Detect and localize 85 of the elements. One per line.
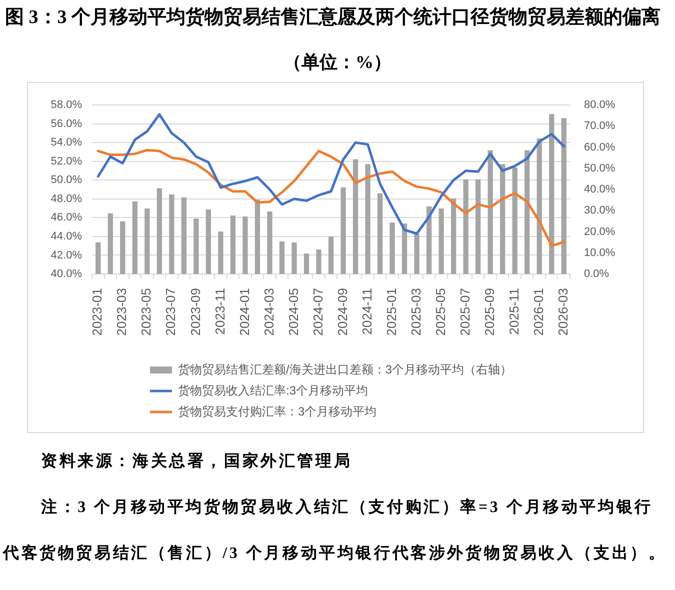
x-tick-label: 2024-09 [334, 288, 350, 336]
x-tick-label: 2024-01 [236, 288, 252, 336]
bar [328, 236, 334, 274]
bar [536, 138, 542, 274]
x-tick-label: 2024-05 [286, 288, 301, 336]
y-tick-label: 58.0% [50, 99, 82, 112]
x-tick-label: 2024-03 [261, 288, 276, 336]
bar [450, 198, 456, 274]
legend-label: 货物贸易结售汇差额/海关进出口差额：3个月移动平均（右轴） [178, 362, 512, 376]
y2-tick-label: 70.0% [584, 120, 616, 132]
legend-label: 货物贸易支付购汇率：3个月移动平均 [178, 404, 377, 418]
bar [340, 187, 346, 274]
bar [279, 241, 285, 274]
x-tick-label: 2025-09 [482, 288, 497, 336]
y-tick-label: 50.0% [50, 174, 82, 186]
bar [267, 211, 272, 274]
bar [352, 159, 358, 274]
x-tick-label: 2023-05 [138, 288, 154, 336]
y-tick-label: 46.0% [50, 212, 82, 224]
bar [365, 164, 370, 274]
x-tick-label: 2023-07 [163, 288, 178, 336]
y2-tick-label: 60.0% [584, 141, 616, 154]
text: 资料来源：海关总署，国家外汇管理局 [40, 451, 354, 472]
bar [206, 209, 212, 274]
y-tick-label: 44.0% [50, 230, 82, 242]
x-tick-label: 2024-11 [359, 288, 374, 335]
x-tick-label: 2024-07 [310, 288, 326, 336]
bar [316, 249, 322, 274]
y-tick-label: 40.0% [50, 268, 82, 280]
y-tick-label: 52.0% [50, 155, 82, 168]
bar [144, 208, 150, 274]
bar [230, 215, 236, 274]
x-tick-label: 2023-11 [212, 288, 228, 335]
x-tick-label: 2025-07 [457, 288, 472, 336]
bar [426, 206, 432, 274]
bar [476, 179, 481, 274]
bar [524, 150, 530, 274]
x-tick-label: 2023-09 [188, 288, 203, 336]
bar [292, 242, 297, 274]
y-tick-label: 56.0% [50, 118, 82, 130]
chart-title: 图 3：3 个月移动平均货物贸易结售汇意愿及两个统计口径货物贸易差额的偏离 [5, 6, 660, 30]
chart-subtitle: （单位：%） [282, 51, 392, 74]
y-tick-label: 48.0% [50, 192, 82, 205]
bar [120, 221, 126, 274]
bar [377, 193, 383, 274]
y2-tick-label: 20.0% [584, 226, 616, 238]
bar [414, 234, 420, 274]
y2-tick-label: 0.0% [584, 268, 610, 280]
text: 注：3 个月移动平均货物贸易收入结汇（支付购汇）率=3 个月移动平均银行代客货物贸易结汇（售汇）/3 个月移动平均银行代客涉外货物贸易收入（支出）。 [3, 499, 667, 562]
bar [402, 224, 408, 274]
bar [169, 194, 174, 274]
y2-tick-label: 50.0% [584, 162, 616, 174]
x-tick-label: 2026-03 [555, 288, 570, 336]
bar [561, 118, 566, 274]
bar [488, 150, 493, 274]
bar [181, 197, 186, 274]
bar [194, 218, 199, 274]
x-tick-label: 2025-03 [408, 288, 424, 336]
bar [390, 222, 395, 274]
y-tick-label: 54.0% [50, 136, 82, 149]
bar [463, 179, 468, 274]
y-tick-label: 42.0% [50, 249, 82, 262]
bar [242, 216, 248, 274]
bar [156, 188, 162, 274]
bar [438, 208, 444, 274]
bar [549, 114, 554, 274]
x-tick-label: 2023-01 [90, 288, 105, 336]
bar [132, 201, 138, 274]
bar [218, 232, 224, 274]
bar [304, 254, 310, 274]
x-tick-label: 2025-05 [432, 288, 448, 336]
x-tick-label: 2023-03 [114, 288, 130, 336]
y2-tick-label: 10.0% [584, 246, 616, 259]
x-tick-label: 2025-11 [506, 288, 522, 335]
bar [96, 242, 101, 274]
bar [254, 200, 260, 274]
y2-tick-label: 40.0% [584, 184, 616, 196]
y2-tick-label: 80.0% [584, 99, 616, 112]
bar [108, 213, 113, 274]
bar [512, 168, 518, 274]
legend-label: 货物贸易收入结汇率:3个月移动平均 [178, 383, 368, 398]
x-tick-label: 2025-01 [384, 288, 399, 336]
x-tick-label: 2026-01 [530, 288, 546, 336]
bar [500, 164, 506, 274]
y2-tick-label: 30.0% [584, 204, 616, 217]
